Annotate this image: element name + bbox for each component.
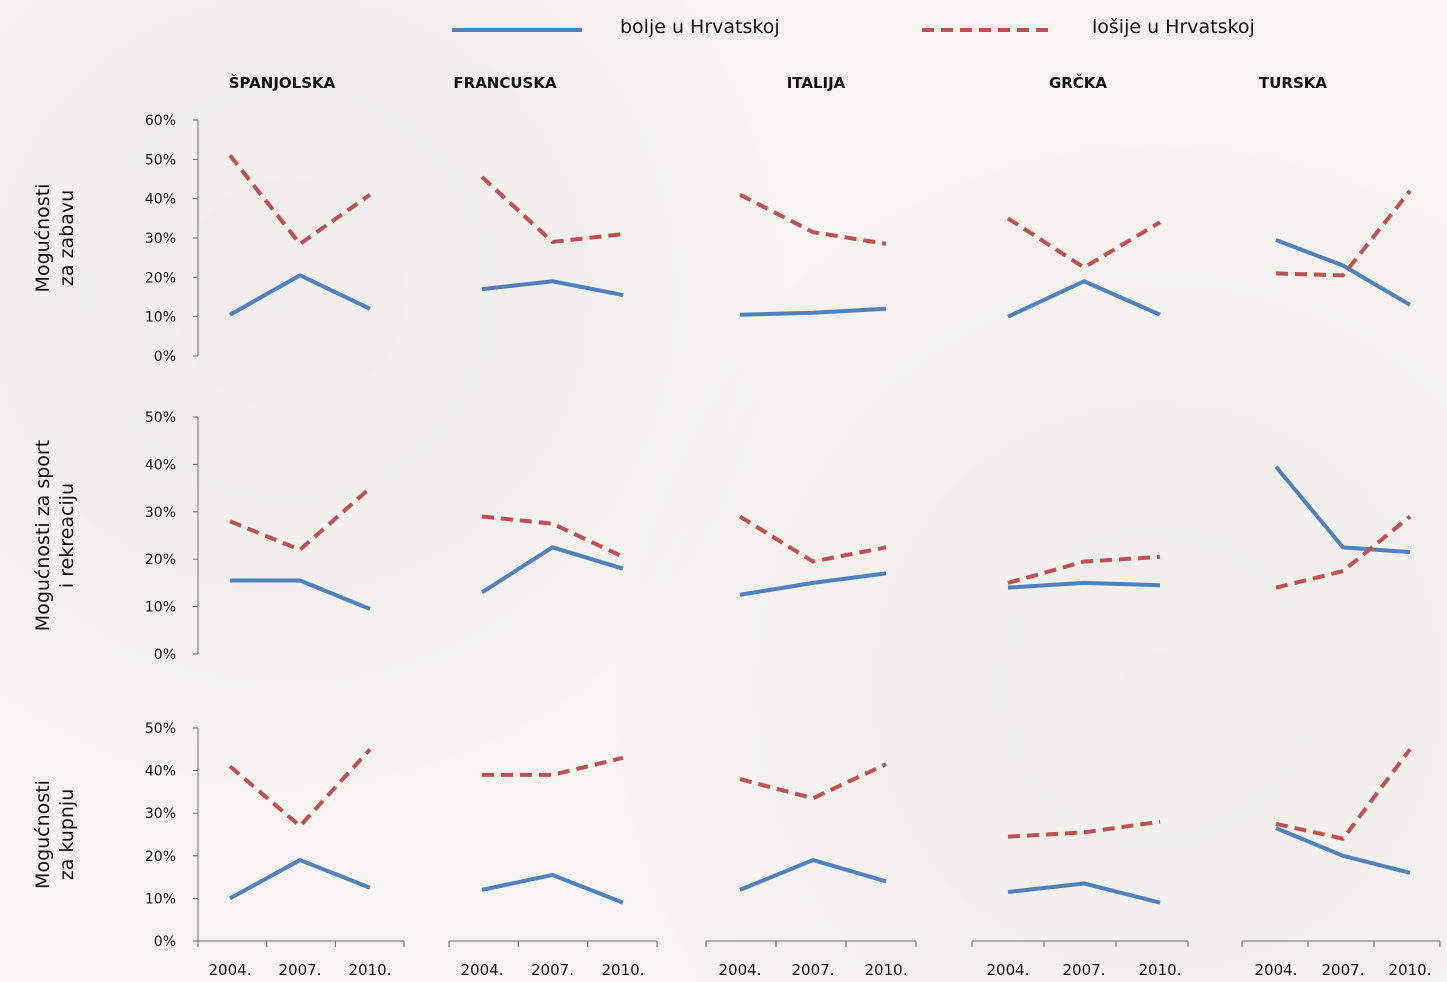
y-axis-label-row-2: Mogućnosti za sport [32,440,54,631]
series-line-losije-francuska-row-3 [482,755,624,777]
country-title-turska: TURSKA [1259,74,1327,92]
series-line-losije-spanjolska-row-1 [228,154,372,246]
y-axis-label-row-1: za zabavu [56,190,78,286]
series-line-bolje-francuska-row-2 [480,545,624,595]
country-title-italija: ITALIJA [787,74,846,92]
series-line-bolje-italija-row-2 [739,571,887,597]
series-line-losije-italija-row-2 [738,514,887,564]
series-line-bolje-turska-row-2 [1274,465,1411,555]
country-title-grcka: GRČKA [1049,73,1107,92]
country-titles: ŠPANJOLSKA FRANCUSKA ITALIJA GRČKA TURSK… [229,73,1328,92]
y-tick-label: 10% [145,891,176,907]
series-line-bolje-francuska-row-3 [481,872,624,905]
y-tick-label: 0% [154,934,176,950]
y-tick-label: 40% [145,457,176,473]
series-line-losije-turska-row-1 [1275,189,1412,278]
series-line-losije-italija-row-1 [739,192,887,246]
x-tick-label: 2007. [792,961,835,979]
series-line-bolje-spanjolska-row-3 [229,858,371,901]
x-tick-label: 2010. [865,961,908,979]
series-line-bolje-grcka-row-2 [1007,580,1161,590]
y-tick-label: 60% [145,113,176,129]
y-axis-label-row-1: Mogućnosti [32,184,54,293]
series-line-bolje-grcka-row-3 [1007,881,1161,905]
x-tick-label: 2004. [461,961,504,979]
plot-area: 0%10%20%30%40%50%60%Mogućnosti za zabavu0… [32,113,1441,979]
series-line-bolje-spanjolska-row-1 [229,273,371,317]
y-tick-label: 40% [145,764,176,780]
series-line-bolje-spanjolska-row-2 [230,578,371,611]
country-title-spanjolska: ŠPANJOLSKA [229,73,336,92]
y-tick-label: 50% [145,721,176,737]
y-tick-label: 0% [154,647,176,663]
series-line-losije-grcka-row-2 [1007,554,1161,585]
series-line-losije-turska-row-2 [1275,514,1412,590]
y-tick-label: 50% [145,410,176,426]
legend: bolje u Hrvatskoj lošije u Hrvatskoj [452,16,1255,38]
legend-label-bolje: bolje u Hrvatskoj [620,16,780,38]
y-tick-label: 10% [145,600,176,616]
y-tick-label: 30% [145,806,176,822]
series-line-losije-spanjolska-row-2 [229,486,372,552]
series-line-losije-turska-row-3 [1275,748,1412,841]
y-tick-label: 50% [145,152,176,168]
x-tick-label: 2007. [531,961,574,979]
country-title-francuska: FRANCUSKA [453,74,557,92]
y-tick-label: 20% [145,270,176,286]
y-tick-label: 20% [145,552,176,568]
series-line-bolje-turska-row-1 [1275,238,1412,307]
series-line-bolje-grcka-row-1 [1007,279,1161,319]
y-axis-label-row-3: Mogućnosti [32,780,54,889]
x-tick-label: 2007. [279,961,322,979]
series-line-bolje-francuska-row-1 [481,279,624,297]
y-tick-label: 40% [145,192,176,208]
y-tick-label: 20% [145,849,176,865]
series-line-bolje-italija-row-1 [739,306,887,317]
x-tick-label: 2010. [349,961,392,979]
x-tick-label: 2004. [209,961,252,979]
series-line-losije-grcka-row-3 [1007,819,1161,839]
series-line-bolje-turska-row-3 [1275,826,1411,875]
y-tick-label: 0% [154,349,176,365]
x-tick-label: 2007. [1322,961,1365,979]
series-line-losije-italija-row-3 [739,762,887,801]
series-line-losije-francuska-row-2 [481,514,624,559]
x-tick-label: 2004. [1255,961,1298,979]
legend-label-losije: lošije u Hrvatskoj [1092,16,1255,38]
y-tick-label: 30% [145,231,176,247]
x-tick-label: 2004. [719,961,762,979]
series-line-losije-grcka-row-1 [1006,216,1162,270]
series-line-losije-spanjolska-row-3 [228,747,372,828]
x-tick-label: 2007. [1063,961,1106,979]
x-tick-label: 2010. [602,961,645,979]
x-tick-label: 2010. [1389,961,1432,979]
y-axis-label-row-2: i rekreaciju [56,483,78,588]
x-tick-label: 2010. [1139,961,1182,979]
x-tick-label: 2004. [987,961,1030,979]
y-tick-label: 30% [145,505,176,521]
y-tick-label: 10% [145,310,176,326]
y-axis-label-row-3: za kupnju [56,789,78,881]
series-line-losije-francuska-row-1 [480,175,624,244]
series-line-bolje-italija-row-3 [739,858,887,892]
